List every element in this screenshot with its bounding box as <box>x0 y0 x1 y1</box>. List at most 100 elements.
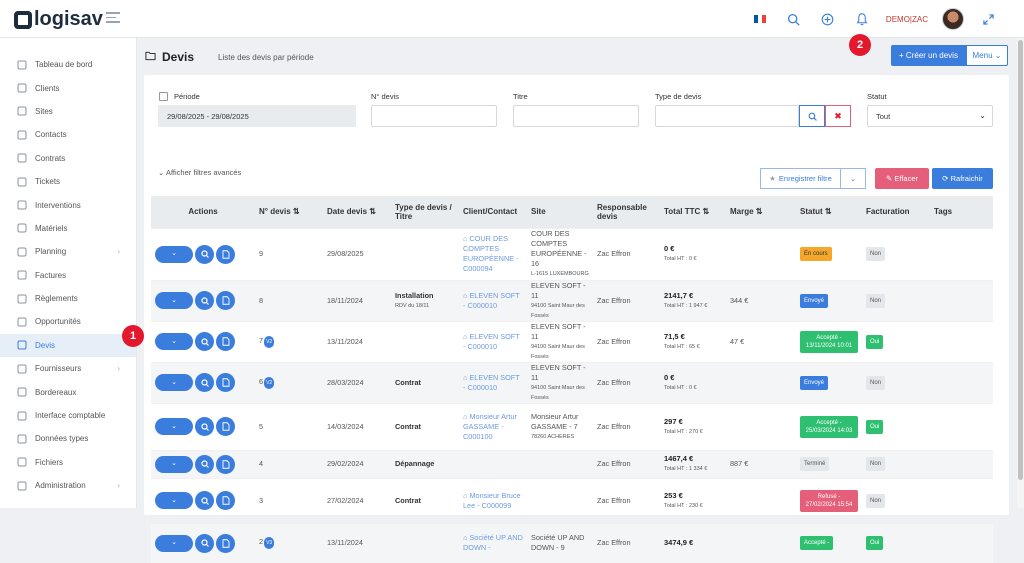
sidebar-item-sites[interactable]: Sites <box>0 100 136 123</box>
view-button[interactable] <box>195 533 214 553</box>
actions-dropdown-button[interactable]: ⌄ <box>155 333 193 350</box>
view-button[interactable] <box>195 291 214 310</box>
client-link[interactable]: ELEVEN SOFT - C000010 <box>463 331 520 351</box>
table-row[interactable]: ⌄ 3 27/02/2024 Contrat ⌂ Monsieur Bruce Lee … <box>151 477 993 523</box>
devis-number: 5 <box>259 421 264 431</box>
advanced-filters-toggle[interactable]: ⌄ Afficher filtres avancés <box>158 168 242 177</box>
sidebar-item-tickets[interactable]: Tickets <box>0 170 136 193</box>
menu-toggle-icon[interactable] <box>106 12 120 24</box>
bell-icon[interactable] <box>852 9 872 29</box>
pdf-button[interactable] <box>216 491 235 510</box>
ndevis-input[interactable] <box>371 105 497 127</box>
table-row[interactable]: ⌄ 2 V3 13/11/2024 ⌂ Société UP AND DOWN - Soc… <box>151 522 993 563</box>
sidebar-item-contrats[interactable]: Contrats <box>0 147 136 170</box>
view-button[interactable] <box>195 454 214 474</box>
sidebar-item-interface-comptable[interactable]: Interface comptable <box>0 404 136 427</box>
pdf-button[interactable] <box>216 417 235 436</box>
marge <box>726 361 796 403</box>
table-row[interactable]: ⌄ 6 V2 28/03/2024 Contrat ⌂ ELEVEN SOFT - C00… <box>151 361 993 403</box>
fullscreen-icon[interactable] <box>978 9 998 29</box>
table-row[interactable]: ⌄ 5 14/03/2024 Contrat ⌂ Monsieur Artur GASS… <box>151 402 993 450</box>
pdf-button[interactable] <box>216 291 235 310</box>
pdf-button[interactable] <box>216 244 235 264</box>
actions-dropdown-button[interactable]: ⌄ <box>155 245 193 263</box>
sidebar-item-planning[interactable]: Planning › <box>0 240 136 263</box>
client-link[interactable]: Monsieur Artur GASSAME - C000100 <box>463 411 517 441</box>
sidebar-item-mat-riels[interactable]: Matériels <box>0 217 136 240</box>
sidebar-item-contacts[interactable]: Contacts <box>0 123 136 146</box>
table-row[interactable]: ⌄ 9 29/08/2025 ⌂ COUR DES COMPTES EUROPÉENN… <box>151 227 993 280</box>
avatar[interactable] <box>942 8 964 30</box>
sidebar-item-bordereaux[interactable]: Bordereaux <box>0 380 136 403</box>
sidebar-item-administration[interactable]: Administration › <box>0 474 136 497</box>
actions-dropdown-button[interactable]: ⌄ <box>155 492 193 509</box>
sidebar-item-interventions[interactable]: Interventions <box>0 193 136 216</box>
sidebar-item-r-glements[interactable]: Règlements <box>0 287 136 310</box>
logo-mark-icon <box>14 10 32 29</box>
logo[interactable]: logisav <box>14 8 103 31</box>
devis-type-sub: RDV du 18/11 <box>395 302 430 309</box>
responsable: Zac Effron <box>593 227 660 280</box>
sidebar-item-donn-es-types[interactable]: Données types <box>0 427 136 450</box>
facturation-badge: Non <box>866 375 886 390</box>
client-link[interactable]: COUR DES COMPTES EUROPÉENNE - C000094 <box>463 234 519 273</box>
invoice-icon <box>16 270 27 281</box>
devis-date: 28/03/2024 <box>323 361 391 403</box>
view-button[interactable] <box>195 244 214 264</box>
client-link[interactable]: ELEVEN SOFT - C000010 <box>463 372 520 392</box>
actions-dropdown-button[interactable]: ⌄ <box>155 418 193 435</box>
table-row[interactable]: ⌄ 4 29/02/2024 Dépannage Zac Effron 1467,4 € T… <box>151 449 993 478</box>
scrollbar[interactable] <box>1017 38 1024 508</box>
search-icon[interactable] <box>784 9 804 29</box>
create-devis-button[interactable]: + Créer un devis <box>891 45 966 66</box>
actions-dropdown-button[interactable]: ⌄ <box>155 534 193 552</box>
view-button[interactable] <box>195 332 214 351</box>
sidebar-item-label: Tableau de bord <box>35 60 93 70</box>
sidebar-item-clients[interactable]: Clients <box>0 76 136 99</box>
sidebar-item-tableau-de-bord[interactable]: Tableau de bord <box>0 53 136 76</box>
type-clear-button[interactable]: ✖ <box>825 105 851 127</box>
save-filter-button[interactable]: ★ Enregistrer filtre <box>760 168 841 189</box>
sidebar-item-devis[interactable]: Devis <box>0 333 136 358</box>
sidebar-item-fournisseurs[interactable]: Fournisseurs › <box>0 357 136 380</box>
client-link[interactable]: Société UP AND DOWN - <box>463 533 523 553</box>
type-input[interactable] <box>655 105 799 127</box>
titre-input[interactable] <box>513 105 639 127</box>
save-filter-dropdown[interactable]: ⌄ <box>841 168 866 189</box>
sidebar-item-label: Bordereaux <box>35 387 77 397</box>
sidebar-item-opportunit-s[interactable]: Opportunités <box>0 310 136 333</box>
menu-dropdown-button[interactable]: Menu ⌄ <box>966 45 1008 66</box>
pdf-button[interactable] <box>216 332 235 351</box>
language-flag-icon[interactable] <box>750 9 770 29</box>
col-statut[interactable]: Statut ⇅ <box>796 196 862 228</box>
table-row[interactable]: ⌄ 8 18/11/2024 Installation RDV du 18/11 ⌂ EL… <box>151 279 993 321</box>
client-link[interactable]: ELEVEN SOFT - C000010 <box>463 290 520 310</box>
col-ndevis-label: N° devis <box>259 207 291 217</box>
add-circle-icon[interactable] <box>818 9 838 29</box>
actions-dropdown-button[interactable]: ⌄ <box>155 292 193 309</box>
col-ndevis[interactable]: N° devis ⇅ <box>255 196 323 228</box>
sidebar-item-fichiers[interactable]: Fichiers <box>0 451 136 474</box>
col-date[interactable]: Date devis ⇅ <box>323 196 391 228</box>
actions-dropdown-button[interactable]: ⌄ <box>155 455 193 473</box>
status-badge: Refusé - 27/02/2024 15:54 <box>800 489 858 512</box>
actions-dropdown-button[interactable]: ⌄ <box>155 374 193 391</box>
type-search-button[interactable] <box>799 105 825 127</box>
pdf-button[interactable] <box>216 373 235 392</box>
view-button[interactable] <box>195 491 214 510</box>
pdf-button[interactable] <box>216 454 235 474</box>
sidebar-item-factures[interactable]: Factures <box>0 264 136 287</box>
clear-button[interactable]: ✎ Effacer <box>875 168 929 189</box>
col-total[interactable]: Total TTC ⇅ <box>660 196 726 228</box>
view-button[interactable] <box>195 417 214 436</box>
table-row[interactable]: ⌄ 7 V2 13/11/2024 ⌂ ELEVEN SOFT - C000010 ELE… <box>151 320 993 362</box>
view-button[interactable] <box>195 373 214 392</box>
refresh-button[interactable]: ⟳ Rafraichir <box>932 168 993 189</box>
client-link[interactable]: Monsieur Bruce Lee - C000099 <box>463 490 521 510</box>
user-label[interactable]: DEMO|ZAC <box>885 14 928 24</box>
periode-checkbox[interactable] <box>159 92 168 101</box>
statut-select[interactable]: Tout ⌄ <box>867 105 993 127</box>
pdf-button[interactable] <box>216 533 235 553</box>
periode-field[interactable]: 29/08/2025 - 29/08/2025 <box>158 105 356 127</box>
col-marge[interactable]: Marge ⇅ <box>726 196 796 228</box>
